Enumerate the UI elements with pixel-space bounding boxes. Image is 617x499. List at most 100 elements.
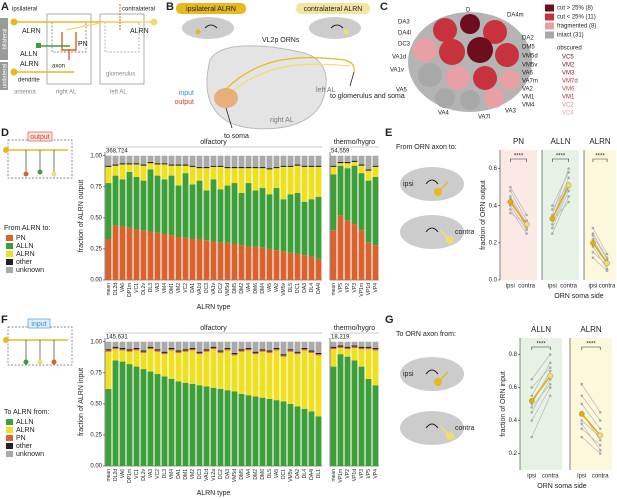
schematic-label: input: [31, 321, 46, 328]
side-label: unilateral: [3, 64, 9, 88]
pair-point: [530, 406, 534, 409]
bar-segment: [301, 341, 308, 348]
bar-segment: [273, 168, 280, 189]
x-tick-label: DA4l: [316, 283, 322, 294]
pair-point: [598, 419, 602, 422]
x-tick-label: DA2: [295, 469, 301, 479]
bar-segment: [308, 166, 315, 200]
bar-segment: [351, 165, 358, 225]
bar-segment: [315, 352, 322, 355]
bar-segment: [189, 238, 196, 280]
part-label: dendrite: [18, 78, 40, 84]
y-tick-label: 0.8: [509, 352, 518, 358]
bar-segment: [287, 166, 294, 195]
panel-title: ALLN: [531, 325, 551, 334]
bar-segment: [231, 243, 238, 280]
bar-segment: [168, 341, 175, 348]
bar-segment: [330, 366, 337, 466]
bar-segment: [182, 164, 189, 166]
pair-line: [592, 246, 608, 270]
bar-segment: [294, 354, 301, 407]
bar-segment: [365, 341, 372, 347]
group-title: olfactory: [200, 325, 227, 332]
bar-segment: [287, 194, 294, 253]
x-tick-label: DP1m: [127, 283, 133, 297]
legend-label: PN: [16, 435, 26, 442]
bar-segment: [238, 245, 245, 280]
bar-segment: [245, 347, 252, 350]
legend-swatch: [545, 31, 554, 39]
bar-segment: [210, 241, 217, 280]
bar-segment: [372, 349, 379, 351]
bar-segment: [217, 155, 224, 166]
bar-segment: [119, 350, 126, 362]
y-tick-label: 0.0: [489, 278, 498, 284]
bar-segment: [175, 381, 182, 466]
bar-segment: [196, 168, 203, 181]
bar-segment: [273, 188, 280, 251]
legend-label: cut > 25% (8): [557, 6, 593, 12]
significance: ****: [536, 342, 546, 348]
x-tick-label: DM1: [169, 283, 175, 294]
bar-segment: [175, 164, 182, 166]
panel-label: G: [385, 314, 394, 326]
x-tick-label: VC2: [155, 469, 161, 479]
bar-segment: [259, 168, 266, 189]
pair-line: [592, 227, 608, 255]
bar-segment: [189, 341, 196, 348]
x-tick-label: ipsi: [506, 284, 515, 290]
glomerulus-label: DC3: [398, 42, 411, 48]
neuron-title: contralateral ALRN: [304, 6, 363, 13]
bar-segment: [315, 165, 322, 167]
bar-segment: [372, 350, 379, 386]
bar-segment: [315, 166, 322, 197]
bar-segment: [224, 185, 231, 243]
bar-segment: [182, 155, 189, 165]
bar-segment: [217, 388, 224, 466]
pair-point: [530, 435, 534, 439]
bar-segment: [217, 341, 224, 351]
pair-point: [598, 448, 602, 452]
bar-segment: [105, 183, 112, 239]
schematic-title: To ORN axon from:: [396, 331, 456, 338]
x-tick-label: VA3: [148, 469, 154, 478]
group-title: olfactory: [200, 139, 227, 146]
bar-segment: [112, 346, 119, 348]
pair-line: [592, 233, 608, 258]
bar-segment: [126, 350, 133, 352]
bar-segment: [224, 390, 231, 466]
bar-segment: [189, 347, 196, 350]
pair-point: [548, 361, 552, 365]
legend-label: unknown: [16, 267, 44, 274]
pair-point: [525, 228, 528, 232]
pair-point: [580, 422, 584, 426]
bar-segment: [147, 347, 154, 350]
bar-segment: [210, 179, 217, 242]
panel-title: ALLN: [550, 137, 570, 146]
bar-segment: [308, 351, 315, 353]
bar-segment: [105, 349, 112, 351]
mean-point: [590, 240, 596, 246]
y-tick-label: 0.50: [90, 401, 102, 407]
bar-segment: [294, 155, 301, 165]
x-tick-label: DM2: [253, 469, 259, 480]
panel-title: PN: [513, 137, 524, 146]
neuron-title: ipsilateral ALRN: [186, 6, 236, 13]
y-axis-label: fraction of ORN output: [480, 180, 487, 250]
pair-point: [567, 195, 570, 198]
x-tick-label: DC1: [295, 283, 301, 293]
pair-point: [598, 439, 602, 442]
bar-segment: [294, 193, 301, 254]
x-tick-label: VC1: [134, 469, 140, 479]
bar-segment: [196, 385, 203, 466]
bar-segment: [119, 163, 126, 165]
bar-segment: [182, 173, 189, 238]
pair-point: [509, 196, 512, 200]
bar-segment: [358, 173, 365, 231]
bar-segment: [344, 220, 351, 280]
x-tick-label: VP3: [352, 283, 358, 293]
x-tick-label: DC3: [197, 469, 203, 479]
bar-segment: [161, 352, 168, 355]
bar-segment: [217, 350, 224, 352]
bar-segment: [337, 155, 344, 162]
